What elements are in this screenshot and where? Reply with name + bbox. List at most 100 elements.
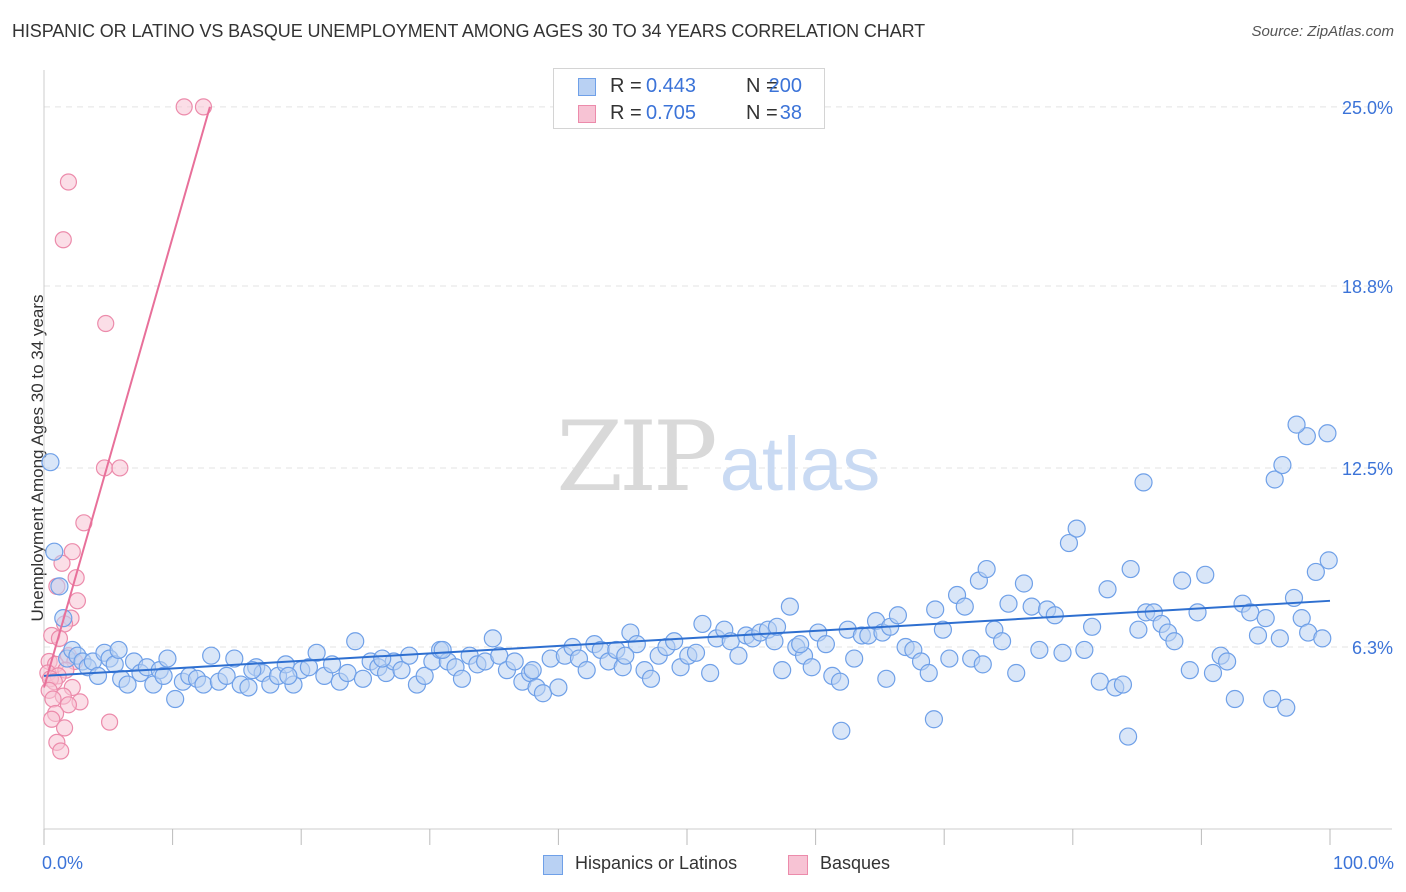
- legend-swatch-basques: [578, 105, 596, 123]
- hispanics-point: [1118, 727, 1138, 746]
- bottom-legend-swatch-hispanics: [543, 855, 563, 875]
- hispanics-point: [194, 675, 213, 694]
- hispanics-point: [1318, 424, 1337, 443]
- hispanics-point: [166, 689, 185, 709]
- tick-labels: 6.3% 12.5% 18.8% 25.0% 0.0% 100.0%: [42, 98, 1394, 873]
- hispanics-point: [816, 635, 835, 654]
- hispanics-point: [1203, 663, 1223, 683]
- hispanics-point: [1270, 629, 1289, 648]
- hispanics-point: [1067, 519, 1086, 538]
- hispanics-point: [729, 646, 748, 665]
- hispanics-point: [338, 663, 357, 683]
- legend-r-label: R =: [610, 102, 642, 124]
- hispanics-points: [41, 415, 1338, 746]
- hispanics-point: [1218, 652, 1237, 671]
- hispanics-point: [1129, 620, 1148, 639]
- hispanics-point: [877, 669, 896, 688]
- basques-point: [100, 713, 119, 731]
- basques-point: [43, 710, 61, 728]
- hispanics-point: [665, 632, 684, 651]
- hispanics-point: [1248, 626, 1268, 645]
- chart-title: HISPANIC OR LATINO VS BASQUE UNEMPLOYMEN…: [12, 21, 926, 41]
- hispanics-point: [483, 629, 502, 648]
- legend-swatch-hispanics: [578, 78, 596, 96]
- hispanics-point: [693, 614, 712, 634]
- hispanics-point: [924, 710, 944, 729]
- watermark-zip: ZIP: [556, 401, 715, 513]
- axes: [43, 70, 1392, 845]
- chart-source: Source: ZipAtlas.com: [1251, 23, 1394, 40]
- hispanics-point: [1045, 606, 1064, 625]
- legend-r-value: 0.443: [646, 75, 697, 97]
- basques-point: [54, 231, 72, 249]
- basques-point: [175, 98, 193, 116]
- hispanics-point: [202, 646, 221, 665]
- y-tick-label: 6.3%: [1352, 638, 1393, 658]
- hispanics-point: [533, 684, 553, 703]
- hispanics-point: [1113, 675, 1133, 694]
- legend-r-label: R =: [610, 75, 642, 97]
- hispanics-point: [1022, 597, 1041, 616]
- hispanics-point: [933, 620, 953, 639]
- basques-point: [59, 696, 78, 714]
- hispanics-point: [392, 661, 411, 680]
- hispanics-point: [1196, 565, 1215, 584]
- hispanics-point: [1319, 551, 1338, 570]
- legend-n-value: 200: [768, 75, 802, 97]
- hispanics-point: [299, 658, 319, 677]
- hispanics-trendline: [43, 599, 1331, 677]
- hispanics-point: [1263, 689, 1282, 709]
- hispanics-point: [523, 661, 542, 680]
- y-tick-label: 18.8%: [1342, 277, 1393, 297]
- hispanics-point: [307, 643, 326, 662]
- hispanics-point: [845, 649, 864, 668]
- hispanics-point: [992, 632, 1012, 651]
- hispanics-point: [1180, 661, 1199, 680]
- bottom-legend-swatch-basques: [788, 855, 808, 875]
- basques-point: [194, 98, 213, 116]
- hispanics-point: [1188, 603, 1207, 622]
- hispanics-point: [41, 453, 60, 472]
- basques-point: [52, 742, 70, 760]
- hispanics-point: [1075, 640, 1094, 660]
- hispanics-point: [415, 666, 434, 686]
- hispanics-point: [346, 632, 365, 651]
- hispanics-point: [767, 617, 787, 636]
- hispanics-point: [239, 678, 258, 697]
- hispanics-point: [802, 658, 821, 677]
- hispanics-point: [577, 661, 596, 680]
- hispanics-point: [109, 640, 128, 660]
- hispanics-point: [158, 649, 177, 668]
- hispanics-point: [686, 643, 706, 662]
- hispanics-point: [888, 606, 908, 625]
- hispanics-point: [1297, 427, 1316, 446]
- hispanics-point: [452, 669, 472, 688]
- gridlines: [44, 106, 1392, 648]
- legend-n-label: N =: [746, 102, 778, 124]
- hispanics-point: [919, 663, 938, 683]
- hispanics-point: [1121, 559, 1140, 579]
- hispanics-point: [791, 635, 810, 654]
- basques-point: [44, 690, 62, 708]
- hispanics-point: [505, 652, 524, 671]
- hispanics-point: [973, 655, 992, 674]
- basques-point: [111, 459, 129, 477]
- bottom-legend-label-basques: Basques: [820, 853, 891, 873]
- legend-n-value: 38: [779, 102, 802, 124]
- hispanics-point: [45, 542, 64, 561]
- hispanics-point: [926, 600, 945, 619]
- hispanics-point: [1225, 689, 1244, 709]
- hispanics-point: [1082, 617, 1102, 636]
- x-tick-label: 0.0%: [42, 853, 83, 873]
- hispanics-point: [217, 666, 236, 686]
- hispanics-point: [627, 635, 646, 654]
- hispanics-point: [118, 675, 137, 694]
- hispanics-point: [1030, 640, 1049, 660]
- hispanics-point: [1059, 533, 1079, 553]
- hispanics-point: [549, 678, 568, 697]
- hispanics-point: [1053, 643, 1072, 662]
- trendlines: [43, 106, 1331, 688]
- watermark-atlas: atlas: [720, 422, 881, 507]
- legend-n-label: N =: [746, 75, 778, 97]
- hispanics-point: [353, 669, 373, 688]
